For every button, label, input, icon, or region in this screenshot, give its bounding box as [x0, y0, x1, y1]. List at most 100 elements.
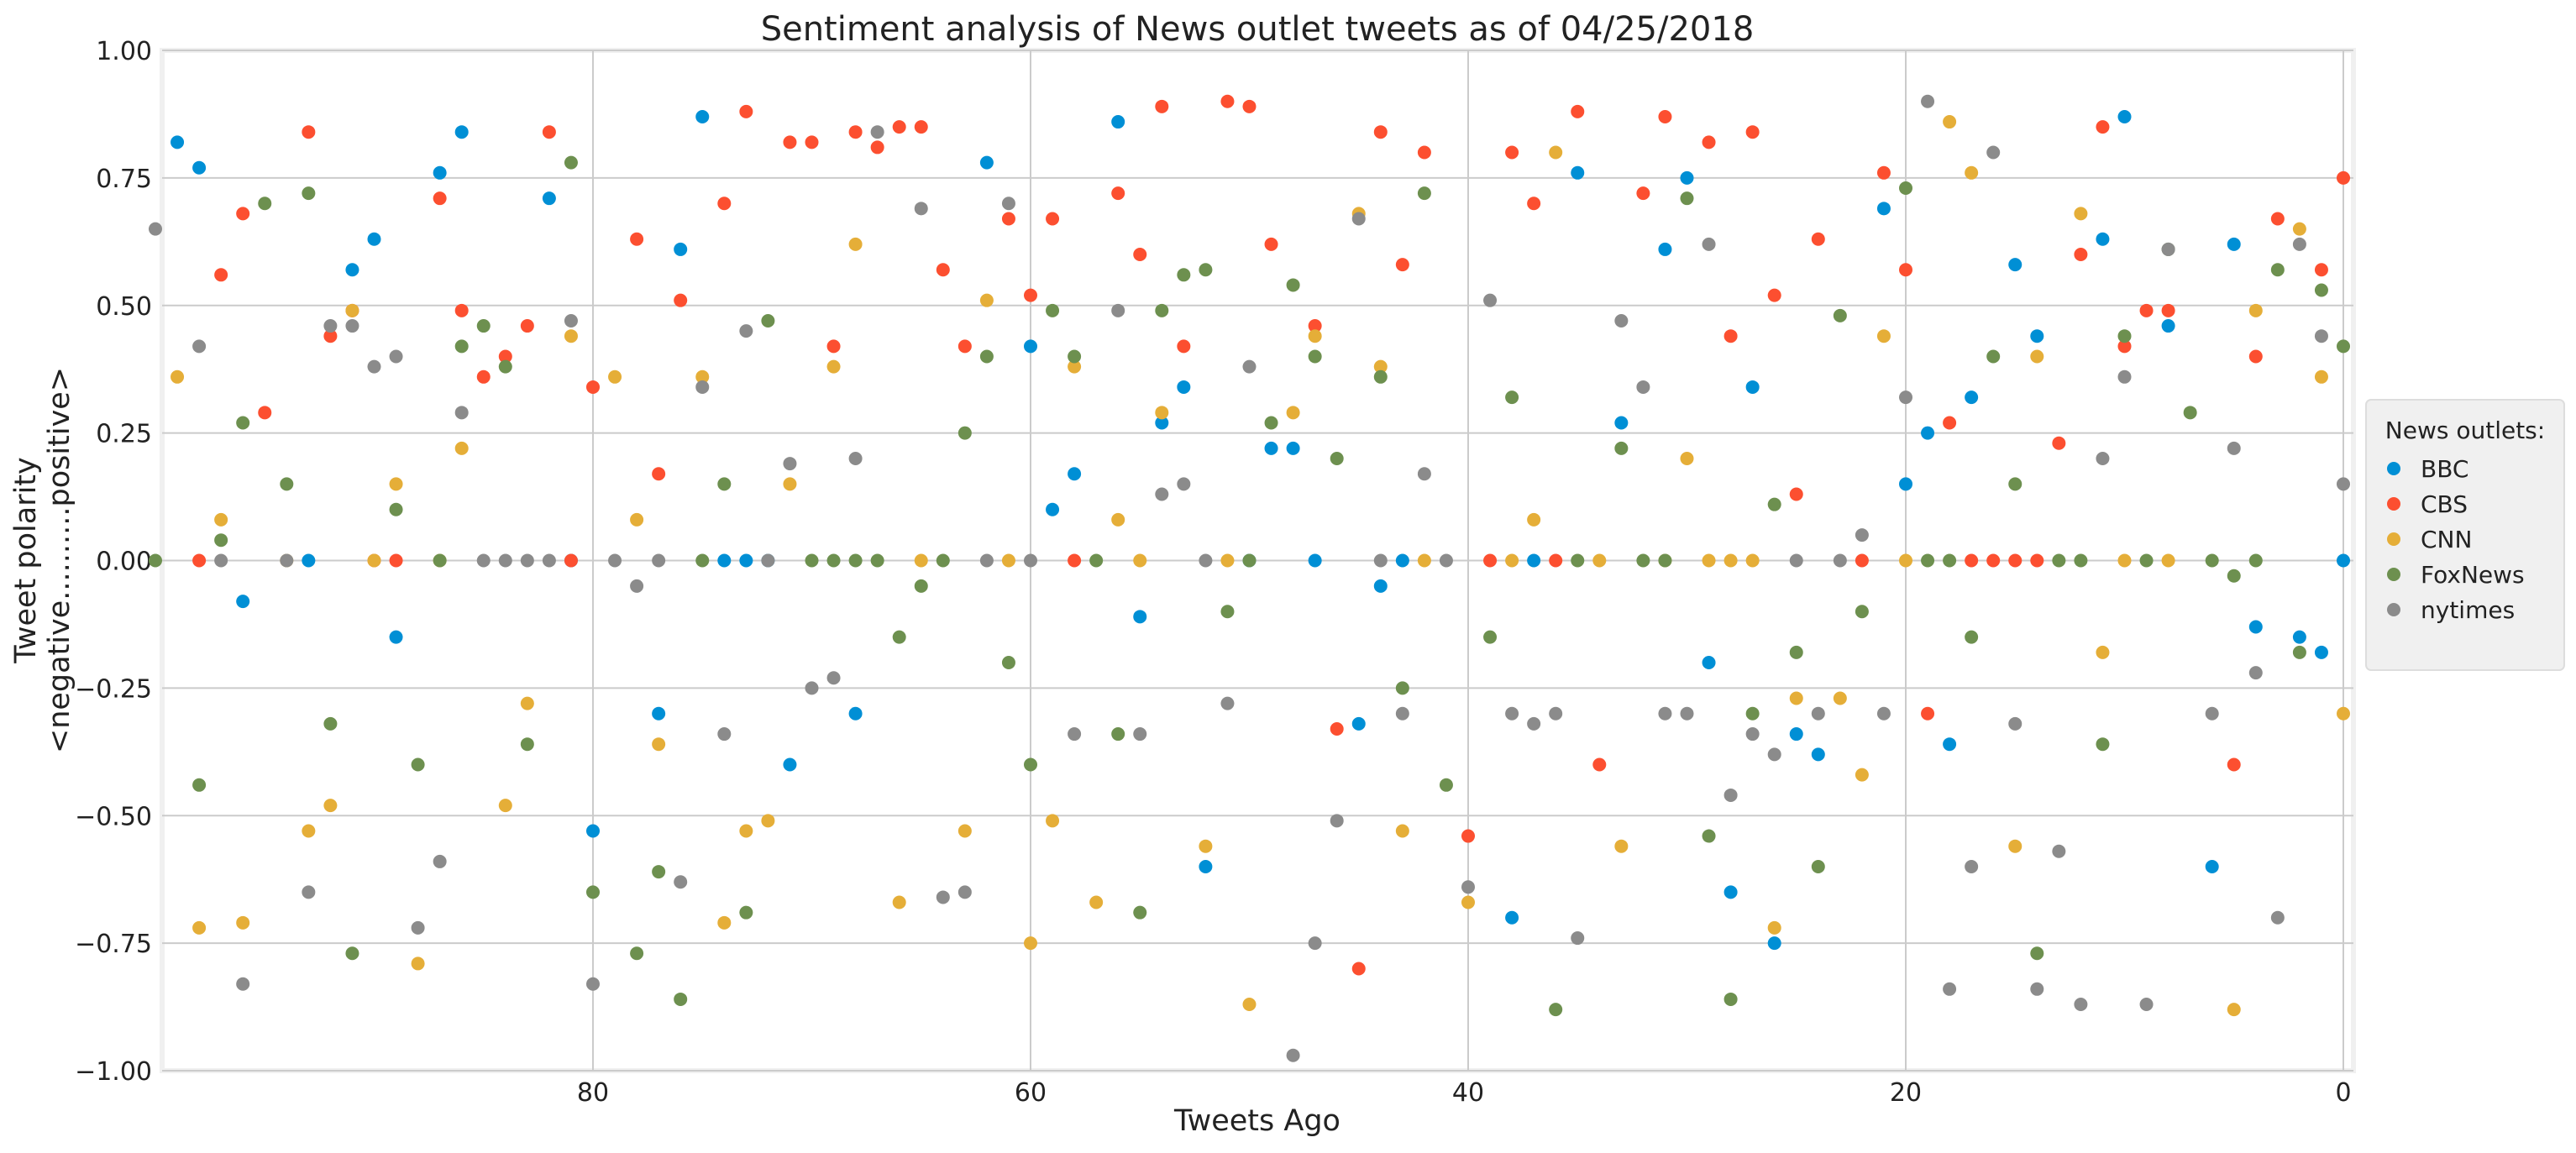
data-point — [1767, 936, 1781, 951]
data-point — [2248, 666, 2263, 680]
data-point — [520, 553, 534, 568]
data-point — [761, 814, 775, 828]
data-point — [1702, 237, 1716, 251]
series-foxnews — [149, 155, 2350, 1017]
data-point — [1417, 467, 1431, 481]
data-point — [2096, 120, 2110, 134]
data-point — [1286, 278, 1300, 292]
data-point — [1417, 553, 1431, 568]
data-point — [586, 885, 600, 899]
data-point — [1133, 727, 1147, 742]
data-point — [1220, 605, 1235, 619]
data-point — [2248, 349, 2263, 364]
data-point — [433, 553, 447, 568]
data-point — [2205, 860, 2219, 873]
data-point — [1899, 553, 1912, 568]
data-point — [1264, 441, 1278, 455]
data-point — [1943, 115, 1957, 129]
data-point — [717, 727, 732, 742]
data-point — [2139, 303, 2154, 317]
data-point — [1614, 313, 1629, 328]
data-point — [1308, 936, 1322, 951]
data-point — [1199, 860, 1213, 873]
data-point — [2292, 645, 2306, 659]
data-point — [914, 579, 928, 593]
data-point — [345, 319, 359, 333]
data-point — [2096, 737, 2110, 752]
data-point — [520, 319, 534, 333]
data-point — [805, 135, 819, 149]
data-point — [2270, 263, 2285, 277]
data-point — [2314, 645, 2328, 659]
data-point — [1439, 553, 1453, 568]
data-point — [1111, 186, 1125, 201]
y-tick-label: 0.50 — [96, 292, 152, 322]
data-point — [586, 977, 600, 991]
data-point — [1723, 329, 1738, 343]
data-point — [761, 553, 775, 568]
data-point — [1373, 579, 1388, 593]
data-point — [1068, 553, 1082, 568]
data-point — [2117, 553, 2132, 568]
data-point — [2008, 553, 2023, 568]
data-point — [2227, 237, 2241, 251]
data-point — [1024, 936, 1037, 951]
data-point — [345, 303, 359, 317]
data-point — [1373, 369, 1388, 384]
data-point — [2292, 237, 2306, 251]
data-point — [1199, 839, 1213, 853]
data-point — [914, 202, 928, 216]
data-point — [1876, 202, 1891, 216]
data-point — [1439, 778, 1453, 792]
series-nytimes — [149, 94, 2350, 1062]
data-point — [586, 824, 600, 838]
data-point — [1702, 829, 1716, 843]
data-point — [2227, 1003, 2241, 1017]
data-point — [695, 553, 710, 568]
data-point — [2074, 998, 2088, 1012]
data-point — [236, 207, 250, 221]
data-point — [1308, 349, 1322, 364]
data-point — [1155, 99, 1169, 113]
data-point — [192, 778, 207, 792]
data-point — [1986, 553, 2001, 568]
data-point — [957, 339, 972, 354]
data-point — [192, 920, 207, 935]
data-point — [892, 630, 906, 644]
legend-marker — [2387, 603, 2400, 616]
data-point — [848, 452, 863, 465]
chart-title: Sentiment analysis of News outlet tweets… — [761, 10, 1755, 49]
data-point — [498, 799, 512, 813]
data-point — [542, 125, 556, 139]
data-point — [2030, 349, 2044, 364]
data-point — [1855, 605, 1869, 619]
data-point — [1592, 553, 1607, 568]
data-point — [1068, 349, 1082, 364]
data-point — [1308, 329, 1322, 343]
data-point — [870, 553, 884, 568]
data-point — [2161, 319, 2175, 333]
data-point — [1111, 727, 1125, 742]
data-point — [1636, 186, 1650, 201]
data-point — [542, 553, 556, 568]
data-point — [2052, 553, 2066, 568]
data-point — [2314, 283, 2328, 297]
data-point — [2030, 946, 2044, 961]
data-point — [323, 319, 338, 333]
data-point — [1373, 359, 1388, 374]
data-point — [1089, 553, 1104, 568]
data-point — [1024, 757, 1037, 772]
data-point — [652, 553, 666, 568]
data-point — [2248, 303, 2263, 317]
data-point — [564, 155, 578, 170]
data-point — [2074, 207, 2088, 221]
data-point — [214, 512, 228, 527]
data-point — [1505, 390, 1519, 405]
data-point — [2008, 477, 2023, 491]
data-point — [892, 895, 906, 909]
data-point — [1767, 497, 1781, 511]
data-point — [1571, 553, 1585, 568]
data-point — [1549, 1003, 1563, 1017]
data-point — [2008, 258, 2023, 272]
